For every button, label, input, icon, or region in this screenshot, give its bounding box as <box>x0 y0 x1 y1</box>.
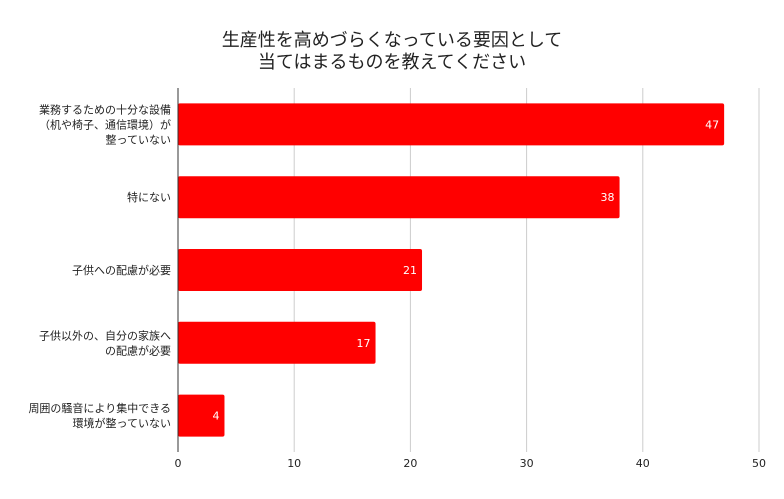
x-tick-label: 10 <box>287 457 301 470</box>
category-label: 周囲の騒音により集中できる <box>28 401 171 415</box>
bar-value-label: 17 <box>357 337 371 350</box>
x-tick-label: 0 <box>175 457 182 470</box>
bar <box>178 321 376 364</box>
bar-value-label: 21 <box>403 264 417 277</box>
category-label: 特にない <box>127 190 171 204</box>
category-label: 整っていない <box>106 132 171 146</box>
x-tick-label: 50 <box>752 457 766 470</box>
category-label: 子供以外の、自分の家族へ <box>39 328 171 342</box>
x-tick-label: 20 <box>403 457 417 470</box>
bar <box>178 249 423 291</box>
bar-value-label: 4 <box>212 410 219 423</box>
bar <box>178 394 225 437</box>
category-label: （机や椅子、通信環境）が <box>39 117 171 131</box>
category-label: の配慮が必要 <box>105 343 171 357</box>
chart-title-line: 生産性を高めづらくなっている要因として <box>222 30 563 51</box>
category-label: 環境が整っていない <box>73 416 171 430</box>
chart-title-line: 当てはまるものを教えてください <box>258 52 526 73</box>
bar-value-label: 38 <box>601 191 615 204</box>
x-tick-label: 30 <box>520 457 534 470</box>
category-label: 業務するための十分な設備 <box>39 102 171 116</box>
bar <box>178 103 725 146</box>
category-label: 子供への配慮が必要 <box>72 263 171 277</box>
x-tick-label: 40 <box>636 457 650 470</box>
bar <box>178 176 620 219</box>
bar-value-label: 47 <box>705 118 719 131</box>
